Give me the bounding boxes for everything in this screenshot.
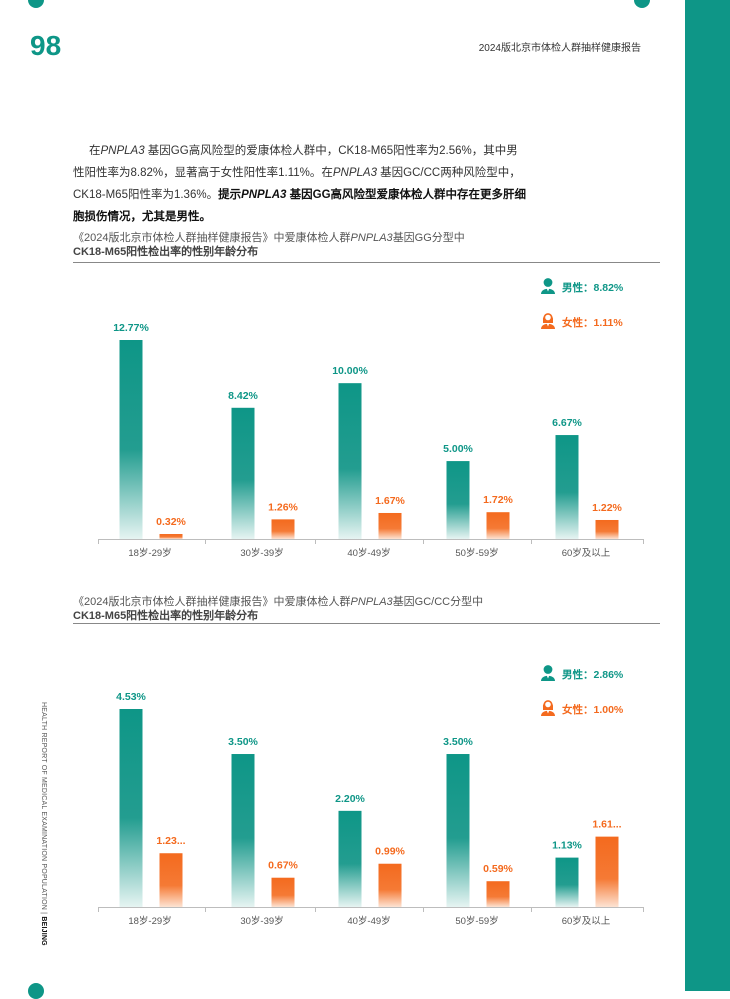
chart2-divider: [73, 623, 660, 624]
bar-value-label-male: 6.67%: [552, 417, 582, 429]
side-color-band: [685, 0, 730, 991]
legend-male-label: 男性：8.82%: [562, 281, 624, 294]
bar-male: [446, 461, 470, 539]
gene-name: PNPLA3: [332, 167, 377, 179]
bar-value-label-female: 0.67%: [268, 860, 298, 872]
bar-value-label-male: 3.50%: [228, 736, 258, 748]
paragraph-emphasis: 基因GG高风险型爱康体检人群中存在更多肝细胞损伤情况，尤其是男性。: [73, 189, 527, 223]
bar-male: [338, 383, 362, 539]
bar-value-label-male: 8.42%: [228, 390, 258, 402]
bar-chart-1: 18岁-29岁 12.77% 0.32% 30岁-39岁 8.42% 1.26% 40岁-4…: [98, 276, 644, 559]
bar-female: [595, 836, 619, 907]
bar-value-label-male: 12.77%: [113, 322, 149, 334]
male-person-icon: [539, 663, 557, 681]
paragraph-emphasis: 提示: [218, 189, 242, 201]
bar-male: [446, 754, 470, 907]
bar-female: [486, 881, 510, 907]
bar-female: [486, 512, 510, 539]
category-label: 18岁-29岁: [128, 915, 171, 927]
side-caption-text: HEALTH REPORT OF MEDICAL EXAMINATION POP…: [40, 702, 47, 911]
corner-dot: [28, 0, 44, 8]
category-label: 40岁-49岁: [347, 547, 390, 559]
female-person-icon: [539, 311, 557, 329]
category-label: 30岁-39岁: [240, 915, 283, 927]
bar-female: [271, 877, 295, 907]
category-label: 18岁-29岁: [128, 547, 171, 559]
bar-value-label-male: 5.00%: [443, 443, 473, 455]
bar-chart-2: 18岁-29岁 4.53% 1.23... 30岁-39岁 3.50% 0.67% 40岁-…: [98, 663, 644, 927]
bar-male: [338, 810, 362, 907]
bar-male: [231, 407, 255, 539]
bar-male: [555, 857, 579, 907]
side-caption-bold: BEIJING: [40, 916, 47, 946]
bar-female: [159, 853, 183, 907]
bar-value-label-male: 10.00%: [332, 365, 368, 377]
legend-male-label: 男性：2.86%: [562, 668, 624, 681]
chart1-title: 《2024版北京市体检人群抽样健康报告》中爱康体检人群PNPLA3基因GG分型中…: [73, 231, 465, 259]
corner-dot: [634, 0, 650, 8]
bar-value-label-female: 1.22%: [592, 502, 622, 514]
paragraph-text: 在: [89, 145, 101, 157]
gene-name: PNPLA3: [350, 232, 393, 244]
gene-name: PNPLA3: [350, 596, 393, 608]
bar-value-label-female: 1.61...: [592, 819, 621, 831]
bar-female: [159, 534, 183, 539]
chart-title-text: 《2024版北京市体检人群抽样健康报告》中爱康体检人群: [73, 232, 351, 244]
bar-value-label-female: 0.59%: [483, 863, 513, 875]
legend-female-label: 女性：1.00%: [562, 703, 624, 716]
chart-title-text: 基因GG分型中: [392, 232, 465, 244]
category-label: 60岁及以上: [562, 547, 611, 559]
chart-title-text: 基因GC/CC分型中: [392, 596, 484, 608]
bar-female: [378, 512, 402, 539]
bar-value-label-female: 0.32%: [156, 516, 186, 528]
category-label: 50岁-59岁: [455, 915, 498, 927]
bar-value-label-female: 1.23...: [156, 835, 185, 847]
bar-male: [555, 435, 579, 539]
female-person-icon: [539, 698, 557, 716]
bar-male: [119, 340, 143, 539]
legend-female-label: 女性：1.11%: [562, 316, 623, 329]
summary-paragraph: 在PNPLA3 基因GG高风险型的爱康体检人群中，CK18-M65阳性率为2.5…: [73, 140, 529, 228]
category-label: 30岁-39岁: [240, 547, 283, 559]
chart-title-text: 《2024版北京市体检人群抽样健康报告》中爱康体检人群: [73, 596, 351, 608]
category-label: 60岁及以上: [562, 915, 611, 927]
bar-value-label-female: 1.26%: [268, 501, 298, 513]
bar-female: [271, 519, 295, 539]
bar-female: [595, 519, 619, 539]
chart2-title: 《2024版北京市体检人群抽样健康报告》中爱康体检人群PNPLA3基因GC/CC…: [73, 595, 483, 623]
bar-female: [378, 863, 402, 907]
gene-name: PNPLA3: [241, 189, 287, 201]
gene-name: PNPLA3: [100, 145, 145, 157]
bar-value-label-male: 3.50%: [443, 736, 473, 748]
bar-value-label-female: 1.72%: [483, 494, 513, 506]
bar-value-label-female: 0.99%: [375, 846, 405, 858]
bar-value-label-male: 1.13%: [552, 840, 582, 852]
bar-value-label-male: 2.20%: [335, 793, 365, 805]
paragraph-text: 基因GG高风险型的爱康体检人群中，CK18-M65阳性率为2.56%，其中男性阳…: [73, 145, 518, 179]
page-number: 98: [30, 30, 62, 61]
paragraph-text: 基因GC/CC两种风险型中，CK18-M65阳性率为1.36%。: [73, 167, 521, 201]
bar-value-label-female: 1.67%: [375, 495, 405, 507]
chart-title-line2: CK18-M65阳性检出率的性别年龄分布: [73, 246, 259, 258]
bar-value-label-male: 4.53%: [116, 691, 146, 703]
report-title: 2024版北京市体检人群抽样健康报告: [478, 43, 641, 54]
chart1-divider: [73, 262, 660, 263]
category-label: 50岁-59岁: [455, 547, 498, 559]
category-label: 40岁-49岁: [347, 915, 390, 927]
male-person-icon: [539, 276, 557, 294]
chart-title-line2: CK18-M65阳性检出率的性别年龄分布: [73, 610, 259, 622]
bar-male: [231, 754, 255, 907]
bar-male: [119, 709, 143, 907]
side-caption: HEALTH REPORT OF MEDICAL EXAMINATION POP…: [40, 702, 47, 946]
